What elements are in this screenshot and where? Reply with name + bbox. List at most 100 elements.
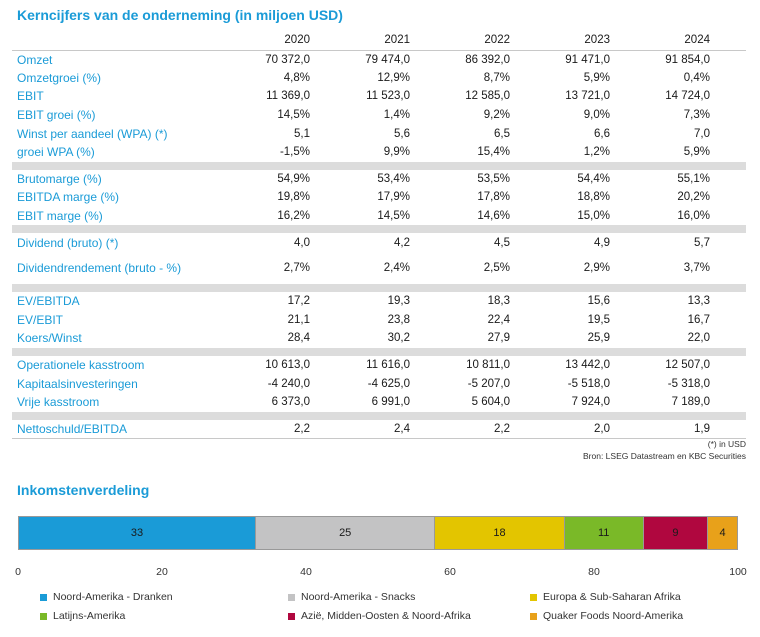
legend-item: Azië, Midden-Oosten & Noord-Afrika [288, 610, 471, 622]
legend-swatch [530, 593, 537, 601]
data-label: 25 [339, 527, 352, 539]
value-cell: 11 616,0 [366, 359, 410, 372]
legend-label: Latijns-Amerika [53, 610, 126, 622]
value-cell: 16,2% [277, 210, 310, 223]
value-cell: 4,0 [294, 236, 310, 249]
legend-item: Quaker Foods Noord-Amerika [530, 610, 683, 622]
legend-swatch [288, 612, 295, 620]
row-label: EBITDA marge (%) [17, 190, 120, 205]
table-row: Omzet 70 372,0 79 474,0 86 392,0 91 471,0 91 … [12, 50, 746, 69]
value-cell: 27,9 [487, 332, 510, 345]
row-label: EBIT groei (%) [17, 108, 96, 123]
row-label: Winst per aandeel (WPA) (*) [17, 126, 168, 141]
value-cell: -5 318,0 [667, 377, 710, 390]
value-cell: 5,9% [583, 71, 610, 84]
value-cell: 6 373,0 [271, 396, 310, 409]
value-cell: 2,2 [446, 419, 546, 439]
tick-label: 20 [156, 566, 168, 578]
legend-item: Noord-Amerika - Snacks [288, 591, 415, 603]
value-cell: 15,0% [577, 210, 610, 223]
table-row: Nettoschuld/EBITDA 2,2 2,4 2,2 2,0 1,9 [12, 419, 746, 439]
table-row: Omzetgroei (%) 4,8% 12,9% 8,7% 5,9% 0,4% [12, 69, 746, 88]
row-label: Dividend (bruto) (*) [17, 235, 119, 250]
bar-segment: 25 [255, 517, 436, 549]
stacked-bar: 33 25 18 11 9 4 [18, 516, 738, 550]
value-cell: 1,4% [383, 109, 410, 122]
table-row: EBIT 11 369,0 11 523,0 12 585,0 13 721,0 14 7… [12, 87, 746, 106]
value-cell: 1,2% [583, 146, 610, 159]
table-body: Omzet 70 372,0 79 474,0 86 392,0 91 471,0 91 … [12, 50, 746, 439]
row-label: Koers/Winst [17, 331, 82, 346]
group-separator [12, 411, 746, 420]
table-header-row: 2020 2021 2022 2023 2024 [12, 30, 746, 51]
value-cell: 14,5% [377, 210, 410, 223]
value-cell: 11 523,0 [366, 90, 410, 103]
row-label: Nettoschuld/EBITDA [12, 419, 246, 439]
key-figures-table: 2020 2021 2022 2023 2024 Omzet 70 372,0 79… [12, 30, 746, 439]
data-label: 11 [597, 527, 610, 539]
table-row: Dividendrendement (bruto - %) 2,7% 2,4% 2,5… [12, 252, 746, 284]
value-cell: 19,8% [277, 191, 310, 204]
value-cell: 12 585,0 [465, 90, 510, 103]
legend-label: Azië, Midden-Oosten & Noord-Afrika [301, 610, 471, 622]
value-cell: 18,3 [487, 295, 510, 308]
value-cell: 55,1% [677, 172, 710, 185]
value-cell: -4 240,0 [267, 377, 310, 390]
tick-label: 80 [588, 566, 600, 578]
table-row: EBITDA marge (%) 19,8% 17,9% 17,8% 18,8% 20,2… [12, 188, 746, 207]
group-separator [12, 283, 746, 292]
row-label: Operationele kasstroom [17, 358, 145, 373]
tick-label: 40 [300, 566, 312, 578]
value-cell: 17,9% [377, 191, 410, 204]
data-label: 4 [719, 527, 726, 539]
legend-label: Quaker Foods Noord-Amerika [543, 610, 684, 622]
value-cell: 11 369,0 [266, 90, 310, 103]
value-cell: 30,2 [387, 332, 410, 345]
legend-label: Europa & Sub-Saharan Afrika [543, 591, 681, 603]
value-cell: 6,5 [494, 127, 510, 140]
legend-item: Europa & Sub-Saharan Afrika [530, 591, 681, 603]
data-label: 9 [672, 527, 679, 539]
value-cell: 2,5% [483, 261, 510, 274]
row-label: EV/EBIT [17, 312, 64, 327]
table-row: Brutomarge (%) 54,9% 53,4% 53,5% 54,4% 55,1% [12, 170, 746, 189]
value-cell: 4,2 [394, 236, 410, 249]
table-row: EBIT marge (%) 16,2% 14,5% 14,6% 15,0% 16,0% [12, 207, 746, 226]
value-cell: 53,5% [477, 172, 510, 185]
value-cell: 54,9% [277, 172, 310, 185]
row-label: Omzet [17, 52, 53, 67]
value-cell: 15,6 [587, 295, 610, 308]
value-cell: 14 724,0 [665, 90, 710, 103]
year-header: 2021 [346, 30, 446, 51]
bar-segment: 4 [708, 517, 737, 549]
value-cell: 12,9% [377, 71, 410, 84]
value-cell: 15,4% [477, 146, 510, 159]
value-cell: 4,8% [283, 71, 310, 84]
tick-label: 100 [729, 566, 747, 578]
row-label: Kapitaalsinvesteringen [17, 376, 138, 391]
value-cell: 13,3 [687, 295, 710, 308]
value-cell: 2,0 [546, 419, 646, 439]
value-cell: 22,0 [687, 332, 710, 345]
group-separator [12, 347, 746, 356]
value-cell: 18,8% [577, 191, 610, 204]
separator-cell [12, 411, 746, 420]
value-cell: -1,5% [279, 146, 310, 159]
row-label: Dividendrendement (bruto - %) [17, 260, 182, 275]
value-cell: 25,9 [587, 332, 610, 345]
value-cell: 14,6% [477, 210, 510, 223]
year-header: 2020 [246, 30, 346, 51]
year-header: 2022 [446, 30, 546, 51]
value-cell: 13 721,0 [565, 90, 610, 103]
value-cell: 53,4% [377, 172, 410, 185]
separator-cell [12, 225, 746, 234]
row-label: Vrije kasstroom [17, 395, 100, 410]
data-label: 33 [130, 527, 144, 539]
legend-swatch [288, 593, 295, 601]
bar-segment: 33 [19, 517, 256, 549]
value-cell: 2,4 [346, 419, 446, 439]
year-header: 2024 [646, 30, 746, 51]
value-cell: 5,9% [683, 146, 710, 159]
value-cell: 7 924,0 [571, 396, 610, 409]
header-label-cell [12, 30, 246, 51]
